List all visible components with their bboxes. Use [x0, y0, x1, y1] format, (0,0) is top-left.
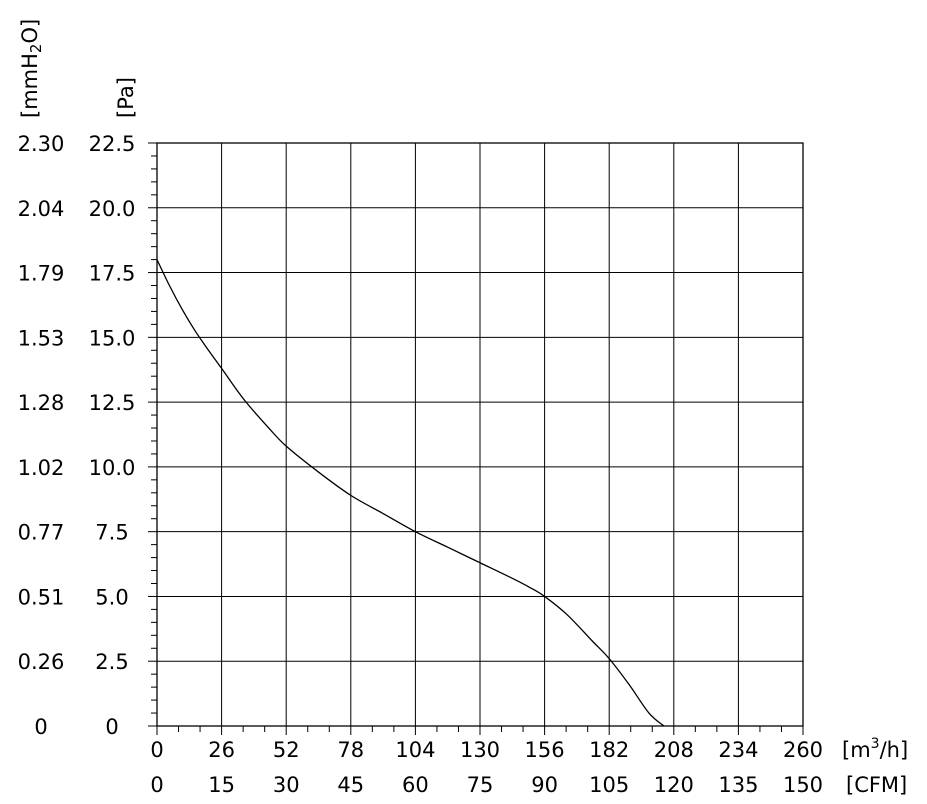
y-secondary-tick-label: 2.04 — [18, 197, 65, 221]
x-secondary-tick-label: 120 — [654, 773, 694, 797]
x-secondary-tick-label: 60 — [402, 773, 429, 797]
y-secondary-tick-label: 1.79 — [18, 262, 65, 286]
y-secondary-tick-label: 1.53 — [18, 326, 65, 350]
y-secondary-tick-label: 0.26 — [18, 650, 65, 674]
y-secondary-tick-label: 0.51 — [18, 585, 65, 609]
x-tick-label: 26 — [208, 738, 235, 762]
y-tick-label: 22.5 — [89, 132, 136, 156]
x-secondary-tick-label: 75 — [467, 773, 494, 797]
y-secondary-tick-label: 1.02 — [18, 456, 65, 480]
y-tick-label: 17.5 — [89, 262, 136, 286]
x-tick-label: 78 — [337, 738, 364, 762]
y-tick-label: 0 — [105, 715, 118, 739]
pressure-curve — [156, 259, 665, 727]
x-secondary-axis-unit: [CFM] — [846, 773, 907, 797]
x-tick-label: 234 — [718, 738, 758, 762]
y-tick-label: 7.5 — [95, 521, 128, 545]
y-secondary-tick-label: 0 — [34, 715, 47, 739]
x-secondary-tick-label: 150 — [783, 773, 823, 797]
y-secondary-tick-label: 1.28 — [18, 391, 65, 415]
x-tick-label: 156 — [525, 738, 565, 762]
x-tick-labels: 0 26 52 78 104 130 156 182 208 234 260 — [150, 738, 823, 762]
y-secondary-tick-labels: 0 0.26 0.51 0.77 1.02 1.28 1.53 1.79 2.04 2.30 — [18, 132, 65, 739]
y-secondary-tick-label: 2.30 — [18, 132, 65, 156]
x-axis-unit: [m3/h] — [842, 736, 908, 762]
grid — [157, 143, 803, 726]
x-secondary-tick-label: 45 — [337, 773, 364, 797]
y-tick-label: 2.5 — [95, 650, 128, 674]
x-tick-label: 208 — [654, 738, 694, 762]
y-tick-label: 10.0 — [89, 456, 136, 480]
y-tick-label: 15.0 — [89, 326, 136, 350]
x-secondary-tick-label: 90 — [531, 773, 558, 797]
x-secondary-tick-label: 105 — [589, 773, 629, 797]
y-tick-label: 20.0 — [89, 197, 136, 221]
x-tick-label: 260 — [783, 738, 823, 762]
y-tick-label: 12.5 — [89, 391, 136, 415]
y-tick-label: 5.0 — [95, 585, 128, 609]
x-secondary-tick-label: 30 — [273, 773, 300, 797]
x-secondary-tick-label: 135 — [718, 773, 758, 797]
x-tick-label: 130 — [460, 738, 500, 762]
y-axis-unit: [Pa] — [114, 77, 138, 118]
y-secondary-axis-unit: [mmH2O] — [18, 19, 45, 118]
plot-frame — [156, 142, 804, 727]
x-tick-label: 182 — [589, 738, 629, 762]
minor-ticks — [148, 142, 804, 735]
x-tick-label: 0 — [150, 738, 163, 762]
x-secondary-tick-label: 0 — [150, 773, 163, 797]
y-secondary-tick-label: 0.77 — [18, 521, 65, 545]
x-secondary-tick-labels: 0 15 30 45 60 75 90 105 120 135 150 — [150, 773, 823, 797]
y-tick-labels: 0 2.5 5.0 7.5 10.0 12.5 15.0 17.5 20.0 22.5 — [89, 132, 136, 739]
x-tick-label: 52 — [273, 738, 300, 762]
x-secondary-tick-label: 15 — [208, 773, 235, 797]
x-tick-label: 104 — [395, 738, 435, 762]
